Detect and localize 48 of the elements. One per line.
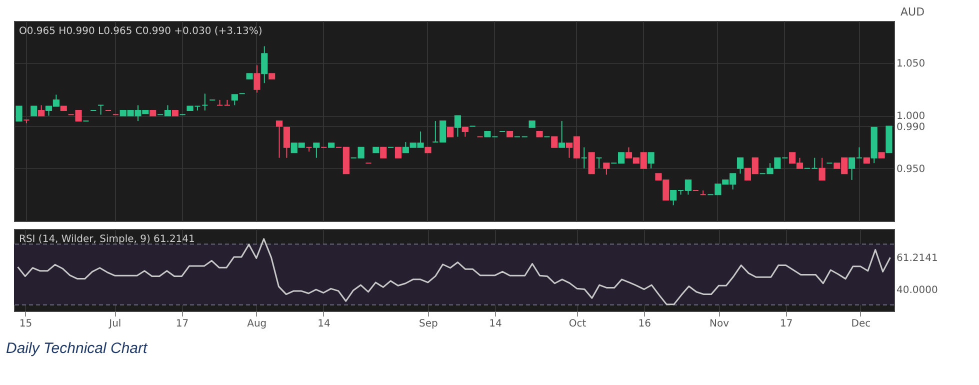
candlestick xyxy=(596,157,602,169)
x-tick-label: Aug xyxy=(247,318,267,330)
candlestick xyxy=(261,46,268,84)
candlestick xyxy=(38,104,45,116)
candlestick xyxy=(588,152,595,174)
y-tick-label: 0.990 xyxy=(896,122,926,133)
text: Daily Technical Chart xyxy=(6,340,148,357)
chart-title: RSI (14, Wilder, Simple, 9) 61.2141 xyxy=(19,234,195,245)
y-tick-label: 40.0000 xyxy=(896,285,938,296)
candlestick xyxy=(380,146,387,158)
x-tick-label: 15 xyxy=(19,318,32,330)
candlestick xyxy=(580,146,588,169)
candlestick xyxy=(462,126,468,138)
y-tick-label: 1.000 xyxy=(896,111,926,122)
candlestick xyxy=(454,115,462,138)
x-tick-label: Dec xyxy=(851,318,871,330)
x-tick-label: 14 xyxy=(318,318,330,330)
candlestick xyxy=(818,157,826,180)
y-axis-title: AUD xyxy=(900,6,925,18)
x-tick-label: Oct xyxy=(568,318,586,330)
candlestick xyxy=(254,64,260,94)
x-tick-label: Jul xyxy=(108,318,122,330)
candlestick xyxy=(16,106,22,122)
candlestick xyxy=(603,162,610,176)
candlestick xyxy=(446,126,454,138)
candlestick xyxy=(736,157,744,174)
y-tick-label: 61.2141 xyxy=(896,253,938,264)
candlestick xyxy=(394,146,402,158)
x-tick-label: Sep xyxy=(418,318,438,330)
candlestick xyxy=(313,142,320,158)
candlestick xyxy=(558,120,566,148)
y-tick-label: 0.950 xyxy=(896,164,926,175)
y-tick-label: 1.050 xyxy=(896,58,926,70)
x-tick-label: 16 xyxy=(638,318,652,330)
candlestick xyxy=(30,106,38,116)
x-tick-label: Nov xyxy=(709,318,730,330)
chart-title: O0.965 H0.990 L0.965 C0.990 +0.030 (+3.13%) xyxy=(19,26,262,37)
candlestick xyxy=(811,157,818,169)
x-tick-label: 17 xyxy=(780,318,793,330)
candlestick xyxy=(98,104,104,116)
candlestick xyxy=(283,126,290,158)
candlestick xyxy=(202,93,208,111)
x-tick-label: 17 xyxy=(176,318,189,330)
candlestick xyxy=(551,136,558,148)
x-tick-label: 14 xyxy=(489,318,502,330)
candlestick xyxy=(231,94,238,106)
candlestick xyxy=(648,152,654,169)
candlestick xyxy=(276,120,283,158)
